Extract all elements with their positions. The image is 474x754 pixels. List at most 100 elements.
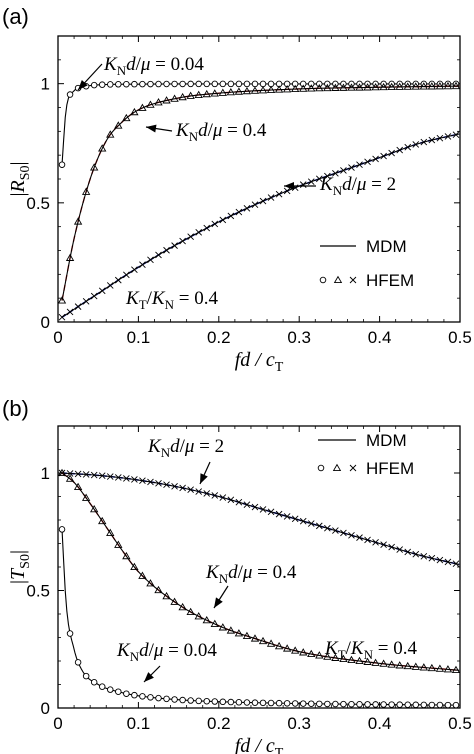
- x-tick-label: 0.4: [368, 328, 392, 347]
- data-point-cross: [291, 515, 299, 523]
- data-point-cross: [139, 261, 146, 269]
- data-point-circle: [251, 80, 259, 88]
- x-axis-label: fd / cT: [235, 735, 284, 754]
- data-point-circle: [98, 683, 106, 690]
- series-triangle: [57, 468, 461, 674]
- series-cross: [58, 469, 460, 568]
- series-mdm-line: [61, 472, 460, 565]
- data-point-triangle: [347, 83, 356, 91]
- data-point-circle: [82, 672, 90, 680]
- annotation-label: KNd/μ = 2: [319, 174, 396, 198]
- data-point-circle: [203, 697, 210, 705]
- data-point-triangle: [234, 629, 244, 637]
- y-tick-label: 1: [41, 75, 50, 94]
- legend-label-mdm: MDM: [366, 431, 407, 450]
- data-point-cross: [98, 287, 106, 295]
- annotation-label: KNd/μ = 0.4: [175, 120, 267, 144]
- data-point-circle: [163, 80, 170, 88]
- data-point-cross: [171, 242, 178, 249]
- data-point-circle: [98, 81, 106, 88]
- data-point-circle: [155, 694, 162, 702]
- data-point-triangle: [210, 89, 219, 97]
- data-point-cross: [267, 508, 275, 516]
- panel-label: (b): [2, 396, 29, 421]
- data-point-cross: [283, 187, 291, 195]
- data-point-cross: [356, 534, 363, 541]
- data-point-cross: [203, 490, 211, 497]
- data-point-cross: [404, 143, 412, 151]
- data-point-triangle: [122, 551, 131, 560]
- data-point-triangle: [339, 83, 348, 91]
- data-point-cross: [275, 190, 283, 198]
- data-point-circle: [147, 694, 154, 701]
- data-point-triangle: [339, 654, 348, 663]
- data-point-circle: [420, 701, 428, 709]
- data-point-cross: [155, 479, 162, 487]
- data-point-circle: [179, 696, 186, 704]
- annotation-arrow-head: [284, 182, 294, 190]
- data-point-circle: [291, 80, 299, 88]
- data-point-cross: [227, 496, 235, 504]
- data-point-circle: [171, 80, 178, 88]
- data-point-cross: [348, 531, 355, 539]
- data-point-circle: [251, 699, 259, 706]
- data-point-triangle: [57, 468, 67, 476]
- ratio-label: KT/KN = 0.4: [125, 288, 218, 312]
- data-point-triangle: [331, 653, 340, 661]
- data-point-triangle: [138, 571, 147, 579]
- series-mdm-line: [61, 133, 460, 318]
- data-point-circle: [139, 693, 146, 700]
- data-point-circle: [90, 678, 98, 686]
- data-point-circle: [90, 81, 98, 89]
- data-point-cross: [420, 138, 428, 146]
- data-point-cross: [396, 546, 404, 553]
- data-point-cross: [388, 149, 395, 157]
- series-mdm-line: [61, 85, 460, 301]
- data-point-triangle: [451, 665, 461, 674]
- data-point-triangle: [387, 82, 396, 91]
- data-point-circle: [259, 80, 267, 88]
- data-point-cross: [243, 204, 251, 212]
- data-point-circle: [316, 80, 323, 88]
- data-point-cross: [332, 169, 339, 177]
- data-point-cross: [187, 486, 194, 493]
- data-point-triangle: [291, 84, 300, 93]
- annotation-arrow-head: [214, 597, 223, 608]
- data-point-cross: [155, 251, 162, 259]
- annotation-label: KNd/μ = 0.4: [205, 562, 297, 586]
- data-point-cross: [275, 510, 283, 518]
- data-point-cross: [66, 470, 74, 477]
- data-point-circle: [179, 80, 186, 88]
- x-tick-label: 0.2: [207, 328, 231, 347]
- data-point-cross: [444, 558, 452, 566]
- data-point-circle: [123, 80, 130, 88]
- data-point-circle: [275, 699, 283, 707]
- annotation-label: KNd/μ = 0.04: [116, 640, 217, 664]
- data-point-cross: [315, 522, 323, 530]
- data-point-cross: [349, 464, 357, 472]
- data-point-circle: [299, 80, 307, 88]
- x-tick-label: 0.2: [207, 714, 231, 733]
- data-point-triangle: [130, 107, 139, 116]
- data-point-triangle: [234, 87, 244, 95]
- data-point-cross: [179, 484, 186, 492]
- data-point-circle: [155, 80, 162, 88]
- data-point-cross: [283, 513, 291, 520]
- data-point-circle: [66, 91, 74, 98]
- data-point-circle: [235, 699, 243, 706]
- data-point-cross: [388, 543, 395, 551]
- data-point-cross: [315, 175, 323, 183]
- y-tick-label: 0.5: [26, 582, 50, 601]
- data-point-triangle: [186, 607, 195, 616]
- annotation-label: KNd/μ = 0.04: [103, 54, 204, 78]
- data-point-triangle: [146, 579, 155, 587]
- data-point-triangle: [315, 651, 324, 659]
- data-point-triangle: [178, 92, 187, 101]
- data-point-triangle: [451, 81, 461, 90]
- data-point-triangle: [138, 103, 147, 111]
- data-point-triangle: [81, 493, 91, 501]
- data-point-triangle: [435, 664, 445, 672]
- data-point-triangle: [258, 636, 268, 645]
- data-point-cross: [259, 197, 267, 205]
